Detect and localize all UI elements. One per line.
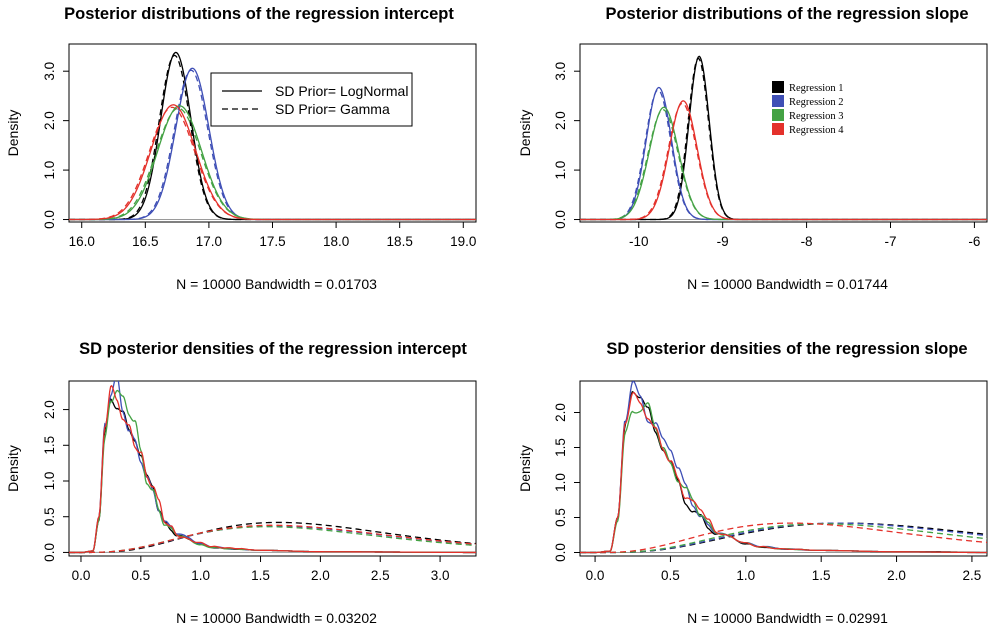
x-tick-label: 16.0 xyxy=(69,234,95,249)
plot-frame-p2 xyxy=(579,43,988,223)
series-line-regression-1-dashed xyxy=(69,521,476,554)
series-line-regression-3-solid xyxy=(69,389,476,554)
legend-p2: Regression 1 Regression 2 Regression 3 Regr… xyxy=(772,81,844,136)
x-tick-label: 0.5 xyxy=(131,568,150,583)
series-line-regression-3-dashed xyxy=(69,526,476,554)
x-tick-label: -10 xyxy=(629,234,649,249)
x-tick-label: 1.0 xyxy=(191,568,210,583)
y-tick-label: 1.5 xyxy=(553,438,568,457)
legend-label: SD Prior= Gamma xyxy=(275,101,390,117)
x-tick-label: 1.5 xyxy=(251,568,270,583)
chart-panel-p1: Posterior distributions of the regressio… xyxy=(5,5,477,292)
legend-label: Regression 1 xyxy=(789,83,844,94)
legend-swatch-regression-2 xyxy=(772,95,784,107)
y-tick-label: 2.0 xyxy=(42,111,57,130)
series-line-regression-4-solid xyxy=(69,104,476,221)
x-tick-label: 3.0 xyxy=(431,568,450,583)
legend-label: Regression 2 xyxy=(789,97,844,108)
series-line-regression-4-dashed xyxy=(580,522,987,554)
legend-box xyxy=(210,72,413,127)
legend-label: Regression 4 xyxy=(789,125,844,136)
y-tick-label: 2.0 xyxy=(553,111,568,130)
series-line-regression-2-solid xyxy=(580,86,987,221)
plot-frame-p3 xyxy=(68,380,477,557)
y-tick-label: 0.0 xyxy=(553,210,568,229)
x-tick-label: 2.5 xyxy=(371,568,390,583)
series-line-regression-1-dashed xyxy=(580,522,987,554)
chart-title-p1: Posterior distributions of the regressio… xyxy=(64,5,454,23)
series-line-regression-4-solid xyxy=(69,384,476,554)
x-tick-label: 0.0 xyxy=(72,568,91,583)
legend-swatch-regression-3 xyxy=(772,109,784,121)
x-tick-label: 18.0 xyxy=(323,234,349,249)
series-line-regression-2-dashed xyxy=(580,522,987,554)
x-tick-label: 18.5 xyxy=(387,234,413,249)
chart-panel-p4: SD posterior densities of the regression… xyxy=(517,340,988,626)
y-axis-label-p4: Density xyxy=(517,445,533,492)
plot-frame-p4 xyxy=(579,380,988,557)
y-tick-label: 1.0 xyxy=(42,472,57,491)
series-line-regression-2-dashed xyxy=(69,525,476,554)
series-line-regression-4-solid xyxy=(580,100,987,221)
y-axis-label-p1: Density xyxy=(5,110,21,157)
x-tick-label: -8 xyxy=(801,234,813,249)
x-tick-label: 0.0 xyxy=(586,568,605,583)
x-tick-label: 1.0 xyxy=(736,568,755,583)
series-line-regression-4-solid xyxy=(580,391,987,554)
x-tick-label: -7 xyxy=(884,234,896,249)
x-tick-label: 2.0 xyxy=(311,568,330,583)
legend-swatch-regression-4 xyxy=(772,123,784,135)
series-group-p1 xyxy=(69,51,476,221)
series-line-regression-4-dashed xyxy=(69,524,476,554)
series-group-p3 xyxy=(69,381,476,554)
series-group-p2 xyxy=(580,55,987,221)
y-tick-label: 1.0 xyxy=(553,473,568,492)
y-tick-label: 2.0 xyxy=(553,403,568,422)
y-tick-label: 0.5 xyxy=(553,508,568,527)
legend-label: Regression 3 xyxy=(789,111,844,122)
y-axis-label-p2: Density xyxy=(517,110,533,157)
legend-p1: SD Prior= LogNormal SD Prior= Gamma xyxy=(210,72,413,127)
y-tick-label: 1.0 xyxy=(553,161,568,180)
chart-title-p3: SD posterior densities of the regression… xyxy=(79,340,467,358)
x-tick-label: -6 xyxy=(968,234,980,249)
y-tick-label: 1.5 xyxy=(42,436,57,455)
series-line-regression-1-solid xyxy=(69,397,476,554)
x-tick-label: 19.0 xyxy=(450,234,476,249)
x-tick-label: 17.5 xyxy=(259,234,285,249)
x-tick-label: 1.5 xyxy=(812,568,831,583)
x-tick-label: -9 xyxy=(717,234,729,249)
x-axis-label-p2: N = 10000 Bandwidth = 0.01744 xyxy=(687,276,888,292)
chart-panel-p3: SD posterior densities of the regression… xyxy=(5,340,477,626)
chart-title-p2: Posterior distributions of the regressio… xyxy=(605,5,968,23)
legend-label: SD Prior= LogNormal xyxy=(275,83,408,99)
series-group-p4 xyxy=(580,381,987,554)
y-tick-label: 0.0 xyxy=(42,543,57,562)
x-axis-label-p1: N = 10000 Bandwidth = 0.01703 xyxy=(176,276,377,292)
x-tick-label: 17.0 xyxy=(196,234,222,249)
series-line-regression-3-dashed xyxy=(580,523,987,554)
y-tick-label: 0.0 xyxy=(42,210,57,229)
chart-title-p4: SD posterior densities of the regression… xyxy=(606,340,967,358)
y-tick-label: 1.0 xyxy=(42,161,57,180)
legend-swatch-regression-1 xyxy=(772,81,784,93)
y-tick-label: 0.0 xyxy=(553,543,568,562)
series-line-regression-1-solid xyxy=(580,55,987,221)
y-axis-label-p3: Density xyxy=(5,445,21,492)
x-tick-label: 0.5 xyxy=(661,568,680,583)
x-axis-label-p3: N = 10000 Bandwidth = 0.03202 xyxy=(176,610,377,626)
x-tick-label: 16.5 xyxy=(132,234,158,249)
y-tick-label: 3.0 xyxy=(42,62,57,81)
x-tick-label: 2.5 xyxy=(963,568,982,583)
series-line-regression-3-solid xyxy=(580,401,987,554)
series-line-regression-1-solid xyxy=(580,390,987,554)
plot-frame-p1 xyxy=(68,43,477,223)
y-tick-label: 0.5 xyxy=(42,507,57,526)
y-tick-label: 3.0 xyxy=(553,62,568,81)
x-tick-label: 2.0 xyxy=(887,568,906,583)
y-tick-label: 2.0 xyxy=(42,400,57,419)
chart-panel-p2: Posterior distributions of the regressio… xyxy=(517,5,988,292)
x-axis-label-p4: N = 10000 Bandwidth = 0.02991 xyxy=(687,610,888,626)
